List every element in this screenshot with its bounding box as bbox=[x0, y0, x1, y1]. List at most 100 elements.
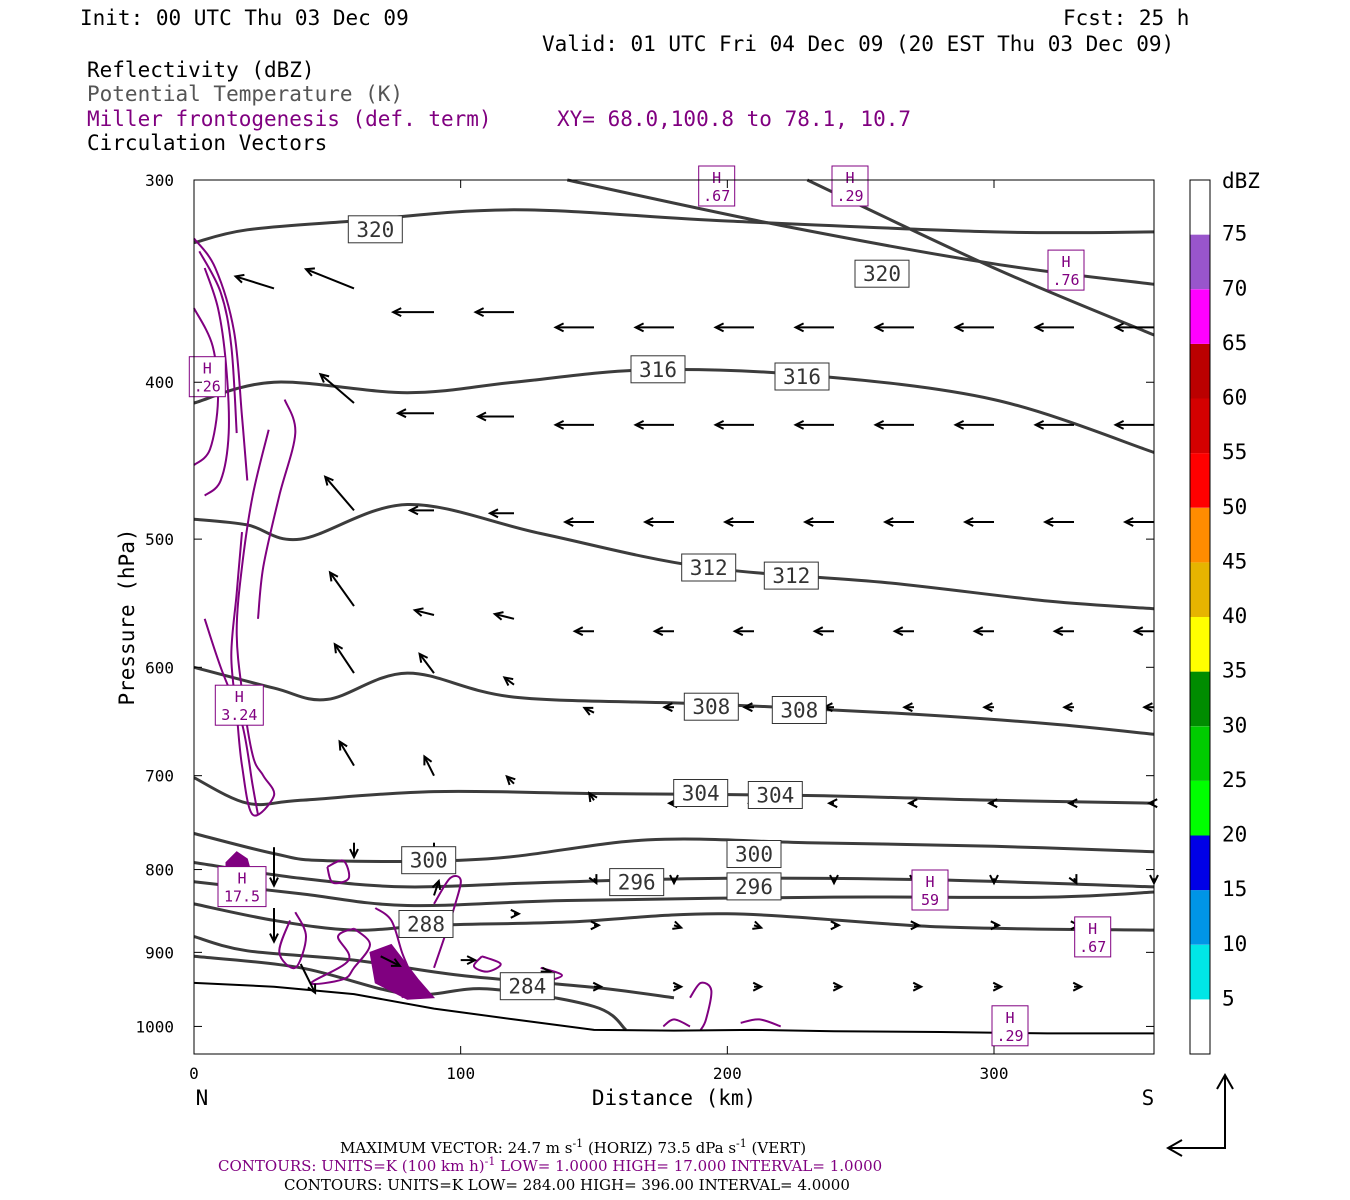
vector-head bbox=[713, 420, 725, 430]
frontogenesis-contour bbox=[310, 927, 372, 986]
circulation-vector bbox=[990, 920, 1002, 931]
field-title-frontogenesis: Miller frontogenesis (def. term) bbox=[87, 107, 492, 131]
vector-shaft bbox=[414, 609, 435, 616]
init-time: Init: 00 UTC Thu 03 Dec 09 bbox=[80, 6, 409, 30]
theta-label: 320 bbox=[347, 215, 403, 244]
circulation-vector bbox=[1072, 981, 1084, 992]
circulation-vector bbox=[1033, 322, 1074, 333]
y-tick-label: 800 bbox=[145, 861, 174, 880]
frontogenesis-contour bbox=[257, 399, 297, 619]
vector-head bbox=[992, 981, 1004, 992]
frontogenesis-contour bbox=[740, 1018, 782, 1028]
theta-contour-316 bbox=[193, 367, 1155, 454]
circulation-vector bbox=[953, 420, 994, 430]
circulation-vector bbox=[588, 874, 598, 886]
circulation-vector bbox=[349, 842, 359, 860]
vector-head bbox=[473, 307, 485, 317]
maximum-value: 3.24 bbox=[221, 706, 257, 724]
maximum-label: H bbox=[1088, 920, 1097, 938]
theta-label: 288 bbox=[398, 910, 454, 938]
colorbar-swatch bbox=[1190, 453, 1210, 508]
circulation-vector bbox=[873, 322, 914, 333]
vector-head bbox=[1068, 874, 1078, 886]
max-vector-note: MAXIMUM VECTOR: 24.7 m s-1 (HORIZ) 73.5 … bbox=[340, 1137, 806, 1157]
maximum-box bbox=[217, 866, 267, 908]
x-axis-title: Distance (km) bbox=[592, 1086, 756, 1110]
vector-head bbox=[553, 322, 565, 333]
vector-head bbox=[873, 322, 885, 333]
contour-label-layer: 320 320 316 316 312 312 308 308 304 304 300 300 296 2… bbox=[347, 215, 910, 1001]
colorbar-label: 10 bbox=[1222, 932, 1247, 956]
vector-head bbox=[962, 517, 974, 527]
vector-shaft bbox=[433, 880, 440, 896]
theta-label: 304 bbox=[673, 779, 729, 807]
theta-label-text: 284 bbox=[508, 975, 546, 999]
circulation-vector bbox=[910, 920, 922, 931]
vector-head bbox=[633, 420, 645, 430]
circulation-vector bbox=[962, 517, 994, 527]
vector-head bbox=[652, 626, 664, 637]
vector-head bbox=[233, 273, 245, 284]
vector-head bbox=[1066, 798, 1078, 809]
circulation-vector bbox=[953, 322, 994, 333]
theta-label-box bbox=[726, 872, 782, 901]
theta-label-text: 304 bbox=[682, 782, 720, 806]
vector-head bbox=[269, 877, 279, 888]
theta-label: 304 bbox=[747, 781, 803, 809]
theta-label-box bbox=[683, 692, 739, 721]
vector-head bbox=[832, 981, 844, 992]
vector-head bbox=[323, 475, 334, 486]
frontogenesis-contour bbox=[203, 267, 230, 497]
circulation-vector bbox=[669, 874, 679, 886]
vector-shaft bbox=[299, 963, 316, 994]
frontogenesis-contour bbox=[689, 981, 713, 1031]
maximum-box bbox=[991, 1005, 1029, 1047]
theta-label-box bbox=[401, 846, 457, 875]
vector-head bbox=[333, 642, 344, 654]
vector-head bbox=[982, 702, 993, 713]
colorbar-swatch bbox=[1190, 562, 1210, 617]
x-tick-label: 0 bbox=[189, 1064, 199, 1083]
vector-head bbox=[318, 372, 330, 383]
colorbar-label: 15 bbox=[1222, 877, 1247, 901]
frontogenesis-contour bbox=[662, 1018, 691, 1028]
frontogenesis-contour-note: CONTOURS: UNITS=K (100 km h)-1 LOW= 1.00… bbox=[218, 1155, 882, 1175]
circulation-vector bbox=[1052, 626, 1074, 637]
theta-label-box bbox=[347, 215, 403, 244]
maximum-value: 17.5 bbox=[224, 888, 260, 906]
vector-head bbox=[1113, 420, 1125, 430]
circulation-vector bbox=[487, 508, 514, 519]
colorbar-swatch bbox=[1190, 890, 1210, 945]
circulation-vector bbox=[902, 702, 914, 713]
circulation-vector bbox=[1146, 798, 1158, 809]
circulation-vector bbox=[633, 322, 674, 333]
circulation-vector bbox=[752, 920, 764, 930]
circulation-vector bbox=[299, 963, 317, 995]
maximum-box bbox=[1047, 249, 1085, 291]
vector-head bbox=[672, 981, 684, 992]
north-label: N bbox=[196, 1086, 209, 1110]
colorbar-label: 70 bbox=[1222, 276, 1247, 300]
circulation-vector bbox=[303, 267, 355, 290]
vector-head bbox=[633, 322, 645, 333]
theta-label-box bbox=[630, 355, 686, 384]
theta-label-text: 300 bbox=[735, 843, 773, 867]
vector-head bbox=[505, 774, 516, 786]
vector-head bbox=[793, 322, 805, 333]
circulation-vector bbox=[328, 570, 355, 607]
theta-label: 312 bbox=[763, 561, 819, 590]
colorbar-swatch bbox=[1190, 398, 1210, 454]
vector-head bbox=[307, 983, 317, 995]
circulation-vector bbox=[989, 874, 999, 886]
maximum-label: H bbox=[235, 688, 244, 706]
theta-label: 284 bbox=[499, 972, 555, 1001]
frontogenesis-maximum: H.29 bbox=[831, 165, 869, 207]
theta-label-box bbox=[747, 781, 803, 809]
vector-head bbox=[902, 702, 913, 713]
circulation-vector bbox=[812, 626, 834, 637]
vector-head bbox=[910, 920, 922, 931]
frontogenesis-maximum: H.67 bbox=[698, 165, 736, 207]
vector-head bbox=[502, 676, 514, 686]
vector-head bbox=[1052, 626, 1064, 637]
axes-layer: 0 100 200 300 300 400 500 600 700 800 900 1000 bbox=[135, 171, 1154, 1083]
